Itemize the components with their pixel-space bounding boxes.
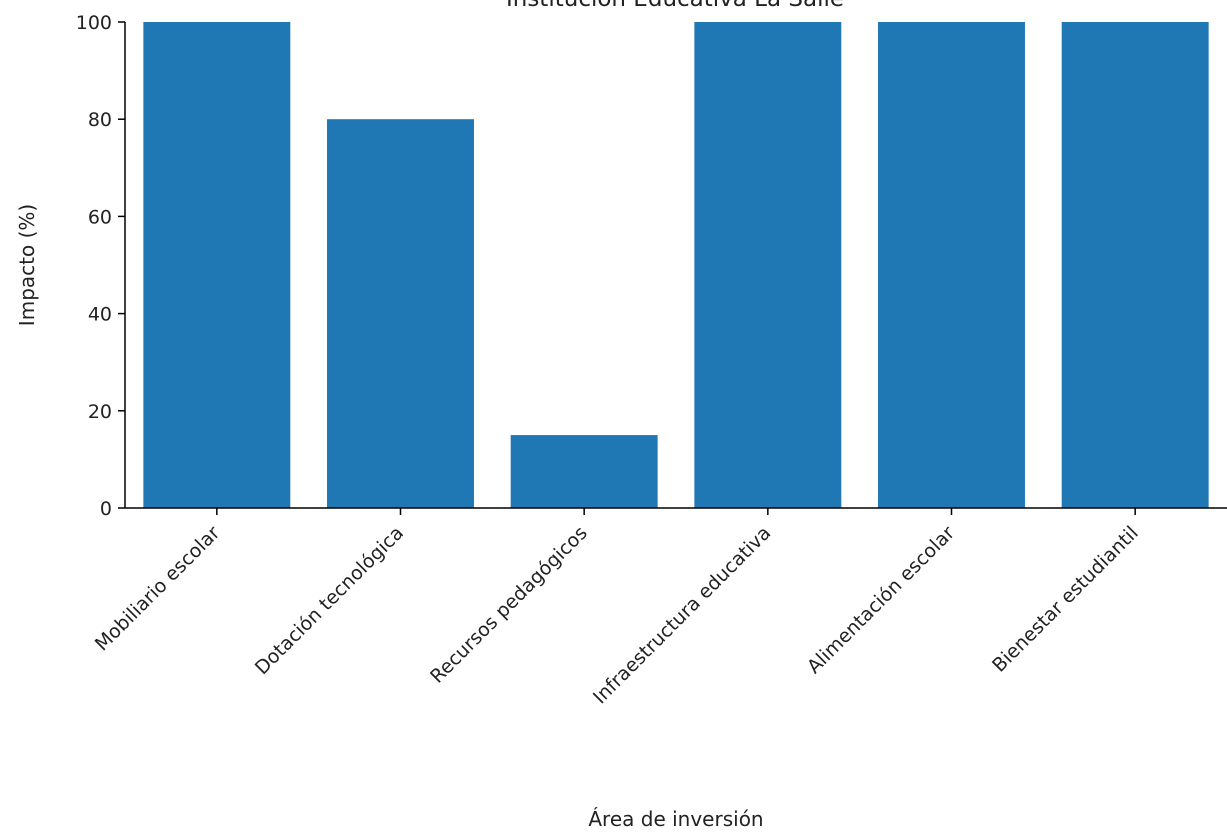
y-axis: 0 20 40 60 80 100 bbox=[76, 12, 126, 520]
x-tick-label: Recursos pedagógicos bbox=[426, 522, 592, 688]
bar-4 bbox=[694, 22, 842, 508]
bar-2 bbox=[327, 119, 474, 508]
y-tick-label: 40 bbox=[88, 304, 112, 326]
bar-3 bbox=[510, 435, 658, 508]
y-tick-label: 60 bbox=[88, 206, 112, 228]
y-tick-label: 100 bbox=[76, 12, 112, 34]
x-tick-label: Dotación tecnológica bbox=[251, 522, 408, 679]
y-tick-label: 0 bbox=[100, 498, 112, 520]
x-tick-label: Bienestar estudiantil bbox=[988, 522, 1143, 677]
y-tick-label: 20 bbox=[88, 401, 112, 423]
x-tick-label: Alimentación escolar bbox=[803, 522, 959, 678]
bars-group bbox=[143, 22, 1209, 508]
y-tick-label: 80 bbox=[88, 109, 112, 131]
x-tick-label: Infraestructura educativa bbox=[589, 522, 775, 708]
bar-6 bbox=[1061, 22, 1209, 508]
chart-title: Institución Educativa La Salle bbox=[506, 0, 844, 12]
x-axis-label: Área de inversión bbox=[588, 807, 763, 831]
y-axis-label: Impacto (%) bbox=[15, 204, 39, 326]
bar-1 bbox=[143, 22, 291, 508]
x-axis: Mobiliario escolar Dotación tecnológica Re… bbox=[91, 507, 1227, 708]
x-tick-label: Mobiliario escolar bbox=[91, 522, 225, 656]
bar-5 bbox=[878, 22, 1025, 508]
